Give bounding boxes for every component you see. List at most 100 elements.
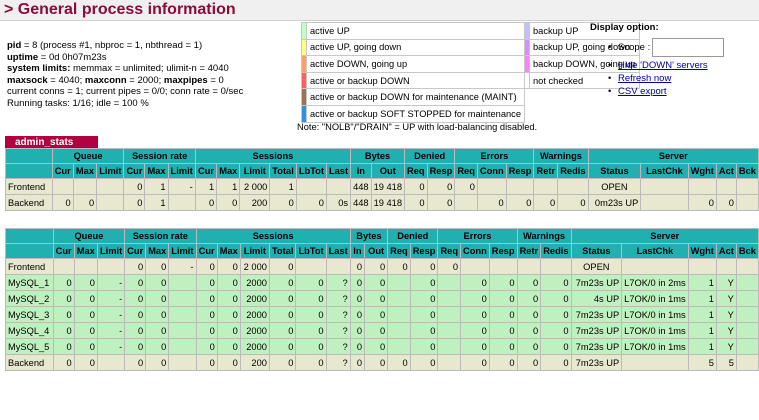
table-cell: 0 — [268, 338, 297, 355]
table-cell: 2000 — [239, 290, 270, 307]
table-cell: 0 — [516, 354, 542, 371]
table-cell: 1 — [687, 274, 717, 291]
table-cell: 2000 — [239, 306, 270, 323]
subheader-max: Max — [145, 243, 170, 259]
table-cell — [621, 354, 689, 371]
table-cell: 0 — [124, 354, 147, 371]
table-cell: 0 — [124, 306, 147, 323]
refresh-link[interactable]: Refresh now — [618, 73, 672, 84]
subheader-resp: Resp — [426, 163, 456, 179]
table-cell — [73, 258, 98, 275]
table-cell — [735, 322, 759, 339]
table-cell — [168, 354, 197, 371]
table-cell: Y — [715, 338, 737, 355]
row-name[interactable]: MySQL_3 — [5, 306, 54, 323]
table-cell: 0 — [124, 338, 147, 355]
table-cell: 0 — [295, 338, 327, 355]
table-cell: ? — [325, 338, 351, 355]
table-cell: ? — [325, 322, 351, 339]
table-cell: 0 — [516, 306, 542, 323]
scope-input[interactable] — [652, 37, 725, 57]
table-cell — [735, 338, 759, 355]
row-name[interactable]: MySQL_1 — [5, 274, 54, 291]
subheader-total: Total — [269, 163, 297, 179]
table-cell: 0 — [73, 306, 98, 323]
table-cell: 0 — [73, 338, 98, 355]
process-info: pid = 8 (process #1, nbproc = 1, nbthrea… — [7, 40, 243, 110]
table-row: Backend 0 0 0 1 0 0 200 0 0 0s 448 19 418 0 0 0 0 0 0 0m23s… — [5, 194, 759, 211]
table-cell: 0 — [533, 194, 559, 211]
table-cell: ? — [325, 306, 351, 323]
table-cell — [735, 178, 759, 195]
table-cell — [735, 274, 759, 291]
table-cell: Y — [715, 290, 737, 307]
subheader-act: Act — [715, 243, 737, 259]
limits-label: system limits: — [7, 63, 71, 75]
subheader-status: Status — [587, 163, 642, 179]
row-name[interactable]: Backend — [5, 354, 54, 371]
table-cell: 0 — [216, 354, 241, 371]
table-cell: 0 — [364, 322, 389, 339]
header-session-rate: Session rate — [123, 148, 196, 164]
subheader-cur: Cur — [195, 243, 218, 259]
table-cell: 5 — [687, 354, 717, 371]
table-cell — [325, 178, 352, 195]
table-cell: 0 — [195, 338, 218, 355]
subheader-lbtot: LbTot — [295, 243, 327, 259]
table-cell — [168, 306, 197, 323]
subheader-resp: Resp — [409, 243, 439, 259]
row-name[interactable]: Backend — [5, 194, 53, 211]
table-cell — [437, 290, 462, 307]
table-cell: Y — [715, 274, 737, 291]
subheader-in: In — [349, 243, 366, 259]
subheader-blank — [5, 163, 53, 179]
subheader-max: Max — [73, 243, 98, 259]
table-cell: 0 — [216, 258, 241, 275]
table-cell: 4s UP — [570, 290, 623, 307]
table-cell: 0 — [52, 306, 75, 323]
row-name[interactable]: MySQL_5 — [5, 338, 54, 355]
table-cell — [505, 178, 535, 195]
subheader-conn: Conn — [476, 163, 507, 179]
row-name[interactable]: MySQL_4 — [5, 322, 54, 339]
table-cell: 0 — [349, 258, 366, 275]
table-cell: 0 — [516, 290, 542, 307]
table-cell: 0 — [460, 274, 490, 291]
table-cell: 0 — [540, 338, 572, 355]
proxy-title-admin-stats[interactable]: admin_stats — [5, 136, 98, 150]
table-cell: 7m23s UP — [570, 306, 623, 323]
table-cell: ? — [325, 354, 351, 371]
row-name[interactable]: Frontend — [5, 178, 53, 195]
subheader-resp: Resp — [505, 163, 535, 179]
subheader-cur: Cur — [51, 163, 74, 179]
table-cell: 0 — [540, 290, 572, 307]
subheader-redis: Redis — [540, 243, 572, 259]
table-cell: 0 — [364, 306, 389, 323]
header-session-rate: Session rate — [124, 228, 197, 244]
row-name[interactable]: MySQL_2 — [5, 290, 54, 307]
legend-note: Note: "NOLB"/"DRAIN" = UP with load-bala… — [297, 122, 538, 132]
table-cell: 0 — [268, 274, 297, 291]
table-cell: 0 — [73, 354, 98, 371]
table-cell: 2 000 — [239, 178, 271, 195]
csv-export-link[interactable]: CSV export — [618, 86, 667, 97]
page-header: > General process information — [0, 0, 759, 21]
row-name[interactable]: Frontend — [5, 258, 54, 275]
table-cell — [715, 178, 737, 195]
table-cell — [168, 274, 197, 291]
subheader-max: Max — [72, 163, 98, 179]
legend-swatch — [524, 71, 530, 90]
hide-down-link[interactable]: Hide 'DOWN' servers — [618, 60, 708, 71]
scope-label: Scope : — [618, 42, 651, 53]
table-cell: 1 — [216, 178, 241, 195]
table-cell: 0 — [488, 290, 518, 307]
table-cell — [52, 258, 75, 275]
page-title: > General process information — [4, 1, 236, 18]
table-cell: Y — [715, 322, 737, 339]
subheader-cur: Cur — [123, 163, 146, 179]
uptime-value: = 0d 0h07m23s — [38, 51, 107, 63]
table-cell: Y — [715, 306, 737, 323]
subheader-act: Act — [715, 163, 737, 179]
table-cell — [735, 354, 759, 371]
table-cell: 2000 — [239, 274, 270, 291]
